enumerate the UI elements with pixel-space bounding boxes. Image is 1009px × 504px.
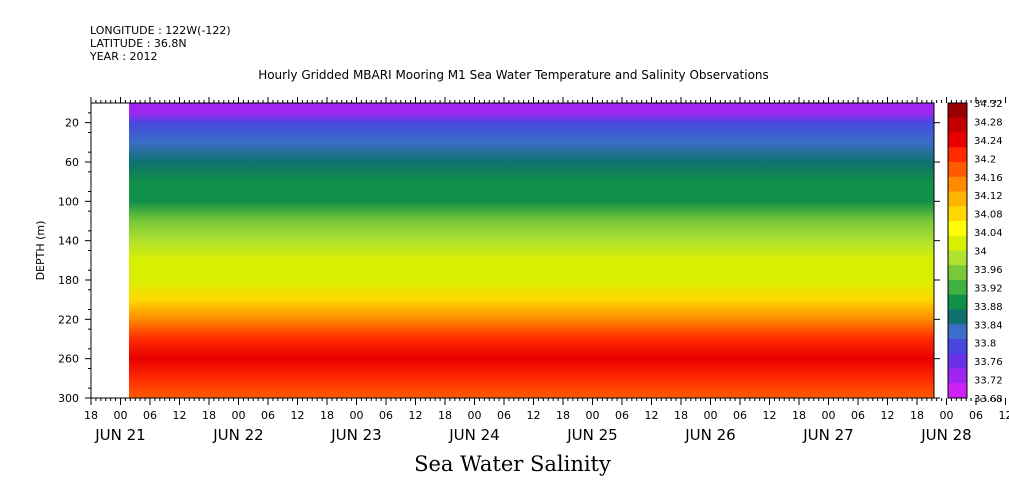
- colorbar-label: 34.08: [974, 210, 1003, 221]
- colorbar-segment: [948, 250, 967, 266]
- colorbar-frame: [947, 102, 968, 399]
- x-hour-label: 12: [409, 409, 423, 422]
- colorbar-segment: [948, 353, 967, 369]
- x-hour-label: 18: [438, 409, 452, 422]
- x-hour-label: 12: [645, 409, 659, 422]
- chart-title: Hourly Gridded MBARI Mooring M1 Sea Wate…: [258, 68, 769, 82]
- x-hour-label: 06: [497, 409, 511, 422]
- y-tick-label: 100: [58, 195, 79, 208]
- colorbar-segment: [948, 191, 967, 207]
- x-hour-label: 00: [586, 409, 600, 422]
- colorbar-label: 34.16: [974, 173, 1003, 184]
- x-hour-label: 06: [261, 409, 275, 422]
- colorbar-label: 33.88: [974, 302, 1003, 313]
- colorbar-segment: [948, 147, 967, 163]
- x-hour-label: 06: [143, 409, 157, 422]
- colorbar-segment: [948, 221, 967, 237]
- x-hour-label: 00: [704, 409, 718, 422]
- x-hour-label: 12: [527, 409, 541, 422]
- x-hour-label: 00: [940, 409, 954, 422]
- x-day-label: JUN 26: [684, 426, 735, 444]
- colorbar-segment: [948, 176, 967, 192]
- colorbar-segment: [948, 280, 967, 296]
- x-hour-label: 06: [615, 409, 629, 422]
- colorbar: 34.32 34.28 34.24 34.2 34.16 34.12 34.08 34.04 3…: [947, 99, 1003, 405]
- x-hour-label: 06: [379, 409, 393, 422]
- colorbar-label: 34: [974, 247, 987, 258]
- colorbar-label: 34.28: [974, 117, 1003, 128]
- y-tick-label: 300: [58, 392, 79, 405]
- x-hour-label: 18: [84, 409, 98, 422]
- x-hour-label: 00: [468, 409, 482, 422]
- y-tick-label: 220: [58, 313, 79, 326]
- y-tick-label: 140: [58, 235, 79, 248]
- colorbar-segment: [948, 309, 967, 325]
- x-day-label: JUN 22: [212, 426, 263, 444]
- x-hour-label: 00: [350, 409, 364, 422]
- x-hour-label: 12: [291, 409, 305, 422]
- colorbar-label: 33.92: [974, 283, 1003, 294]
- y-tick-label: 60: [65, 156, 79, 169]
- colorbar-segment: [948, 368, 967, 384]
- colorbar-label: 33.76: [974, 357, 1003, 368]
- x-hour-label: 12: [999, 409, 1009, 422]
- colorbar-label: 34.24: [974, 136, 1003, 147]
- x-day-label: JUN 27: [802, 426, 853, 444]
- y-tick-label: 20: [65, 117, 79, 130]
- x-day-label: JUN 23: [330, 426, 381, 444]
- colorbar-segment: [948, 162, 967, 178]
- x-hour-label: 18: [792, 409, 806, 422]
- x-hour-label: 18: [910, 409, 924, 422]
- colorbar-label: 34.32: [974, 99, 1003, 110]
- colorbar-segment: [948, 235, 967, 251]
- x-hour-label: 00: [114, 409, 128, 422]
- y-tick-label: 260: [58, 353, 79, 366]
- x-hour-label: 12: [881, 409, 895, 422]
- colorbar-label: 33.72: [974, 376, 1003, 387]
- x-hour-label: 00: [822, 409, 836, 422]
- x-day-label: JUN 25: [566, 426, 617, 444]
- colorbar-label: 34.12: [974, 191, 1003, 202]
- colorbar-segment: [948, 265, 967, 281]
- x-day-label: JUN 24: [448, 426, 499, 444]
- colorbar-label: 34.2: [974, 154, 996, 165]
- colorbar-label: 34.04: [974, 228, 1003, 239]
- colorbar-segment: [948, 339, 967, 355]
- x-hour-label: 06: [969, 409, 983, 422]
- colorbar-segment: [948, 132, 967, 148]
- colorbar-segment: [948, 383, 967, 399]
- x-hour-label: 18: [320, 409, 334, 422]
- x-hour-label: 12: [173, 409, 187, 422]
- x-hour-label: 18: [202, 409, 216, 422]
- colorbar-label: 33.84: [974, 320, 1003, 331]
- salinity-field: [129, 103, 934, 398]
- colorbar-segment: [948, 324, 967, 340]
- plot-area: [91, 103, 934, 398]
- year-label: YEAR : 2012: [90, 50, 158, 63]
- colorbar-segment: [948, 103, 967, 119]
- x-hour-label: 18: [674, 409, 688, 422]
- x-hour-label: 06: [851, 409, 865, 422]
- x-day-label: JUN 21: [94, 426, 145, 444]
- x-hour-label: 06: [733, 409, 747, 422]
- x-axis-label: Sea Water Salinity: [414, 452, 611, 476]
- axes: 20 60 100 140 180 220 260 300 DEPTH (m) 18 00 06 12 1…: [34, 97, 1009, 444]
- colorbar-label: 33.8: [974, 339, 996, 350]
- x-day-label: JUN 28: [920, 426, 971, 444]
- x-hour-label: 12: [763, 409, 777, 422]
- colorbar-label: 33.68: [974, 394, 1003, 405]
- longitude-label: LONGITUDE : 122W(-122): [90, 24, 231, 37]
- latitude-label: LATITUDE : 36.8N: [90, 37, 187, 50]
- x-hour-label: 00: [232, 409, 246, 422]
- x-hour-label: 18: [556, 409, 570, 422]
- colorbar-segment: [948, 117, 967, 133]
- y-axis-label: DEPTH (m): [34, 221, 47, 281]
- y-tick-label: 180: [58, 274, 79, 287]
- colorbar-segment: [948, 206, 967, 222]
- colorbar-label: 33.96: [974, 265, 1003, 276]
- colorbar-segment: [948, 294, 967, 310]
